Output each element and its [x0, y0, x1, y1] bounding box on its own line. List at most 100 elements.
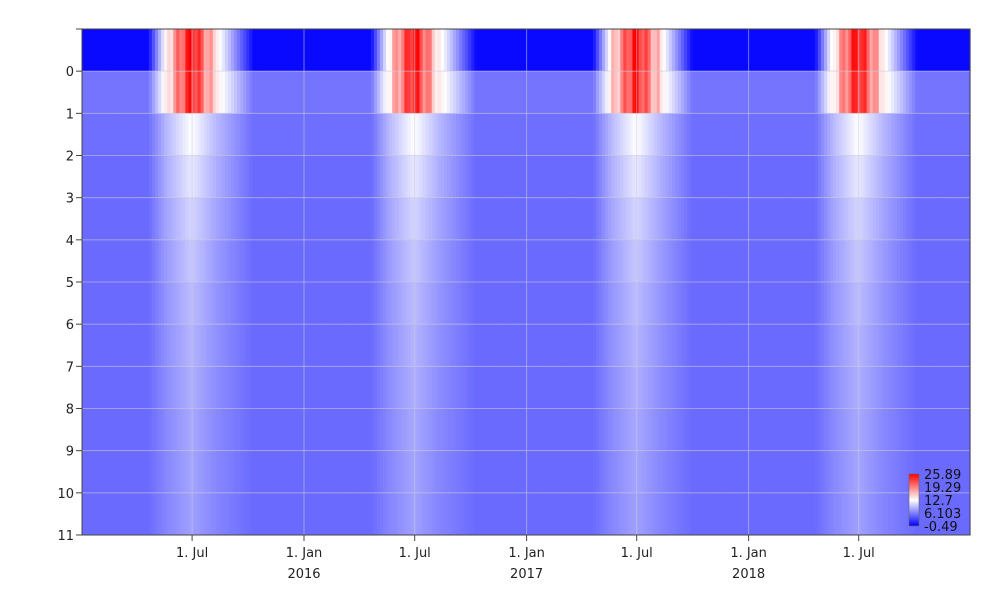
heatmap-cell: [209, 239, 214, 282]
heatmap-cell: [900, 324, 904, 367]
heatmap-cell: [957, 366, 962, 409]
heatmap-cell: [118, 155, 123, 198]
heatmap-cell: [529, 324, 533, 367]
heatmap-cell: [532, 324, 536, 367]
heatmap-cell: [954, 197, 959, 240]
heatmap-cell: [151, 366, 156, 409]
heatmap-cell: [671, 282, 676, 325]
heatmap-cell: [565, 492, 570, 535]
heatmap-cell: [425, 450, 430, 493]
heatmap-cell: [863, 492, 868, 535]
heatmap-cell: [611, 366, 615, 409]
heatmap-cell: [556, 155, 561, 198]
heatmap-cell: [383, 408, 387, 451]
heatmap-cell: [252, 324, 256, 367]
heatmap-cell: [234, 492, 238, 535]
heatmap-cell: [574, 450, 579, 493]
heatmap-cell: [510, 324, 515, 367]
heatmap-cell: [161, 239, 165, 282]
heatmap-cell: [966, 492, 971, 535]
heatmap-cell: [325, 71, 329, 114]
heatmap-cell: [386, 155, 390, 198]
heatmap-cell: [206, 366, 211, 409]
heatmap-cell: [294, 197, 299, 240]
heatmap-cell: [529, 366, 533, 409]
heatmap-cell: [769, 282, 773, 325]
heatmap-cell: [477, 450, 481, 493]
heatmap-cell: [443, 29, 448, 72]
heatmap-cell: [154, 197, 159, 240]
heatmap-cell: [930, 239, 935, 282]
heatmap-cell: [842, 29, 846, 72]
heatmap-cell: [802, 71, 807, 114]
heatmap-cell: [495, 366, 500, 409]
heatmap-cell: [592, 408, 597, 451]
heatmap-cell: [136, 492, 141, 535]
heatmap-cell: [799, 113, 804, 156]
heatmap-cell: [376, 408, 381, 451]
heatmap-cell: [541, 324, 545, 367]
heatmap-cell: [547, 29, 551, 72]
heatmap-cell: [349, 450, 354, 493]
heatmap-cell: [781, 492, 786, 535]
heatmap-cell: [559, 324, 564, 367]
heatmap-cell: [352, 239, 357, 282]
legend-tick-label: 19.29: [924, 481, 961, 496]
heatmap-cell: [681, 29, 685, 72]
heatmap-cell: [112, 324, 117, 367]
heatmap-cell: [769, 155, 773, 198]
heatmap-cell: [751, 492, 755, 535]
heatmap-cell: [796, 155, 801, 198]
heatmap-cell: [586, 239, 591, 282]
heatmap-cell: [966, 29, 971, 72]
heatmap-cell: [376, 450, 381, 493]
heatmap-cell: [316, 282, 320, 325]
heatmap-cell: [960, 492, 965, 535]
heatmap-cell: [550, 197, 554, 240]
heatmap-cell: [234, 239, 238, 282]
heatmap-cell: [218, 282, 223, 325]
heatmap-cell: [416, 113, 421, 156]
heatmap-cell: [763, 282, 767, 325]
heatmap-cell: [179, 282, 183, 325]
heatmap-cell: [106, 450, 110, 493]
heatmap-cell: [942, 366, 947, 409]
heatmap-cell: [708, 155, 713, 198]
heatmap-cell: [136, 197, 141, 240]
heatmap-cell: [729, 408, 734, 451]
heatmap-cell: [772, 408, 776, 451]
heatmap-cell: [273, 239, 278, 282]
heatmap-cell: [343, 29, 348, 72]
heatmap-cell: [322, 113, 326, 156]
heatmap-cell: [966, 239, 971, 282]
heatmap-cell: [419, 239, 424, 282]
heatmap-cell: [602, 197, 606, 240]
heatmap-cell: [808, 492, 813, 535]
heatmap-cell: [617, 282, 621, 325]
heatmap-cell: [392, 282, 396, 325]
heatmap-cell: [839, 113, 843, 156]
heatmap-cell: [900, 239, 904, 282]
heatmap-cell: [532, 366, 536, 409]
heatmap-cell: [939, 492, 944, 535]
heatmap-cell: [419, 450, 424, 493]
heatmap-cell: [732, 450, 737, 493]
heatmap-cell: [960, 197, 965, 240]
heatmap-cell: [492, 408, 497, 451]
heatmap-cell: [632, 71, 637, 114]
heatmap-cell: [349, 282, 354, 325]
heatmap-cell: [380, 282, 384, 325]
heatmap-cell: [696, 71, 700, 114]
heatmap-cell: [580, 197, 585, 240]
heatmap-cell: [833, 113, 837, 156]
heatmap-cell: [173, 366, 177, 409]
heatmap-cell: [836, 197, 840, 240]
heatmap-cell: [906, 197, 910, 240]
heatmap-cell: [541, 113, 545, 156]
heatmap-cell: [413, 197, 418, 240]
heatmap-cell: [136, 450, 141, 493]
heatmap-cell: [793, 197, 798, 240]
heatmap-cell: [614, 239, 618, 282]
heatmap-cell: [170, 366, 174, 409]
heatmap-cell: [261, 450, 266, 493]
